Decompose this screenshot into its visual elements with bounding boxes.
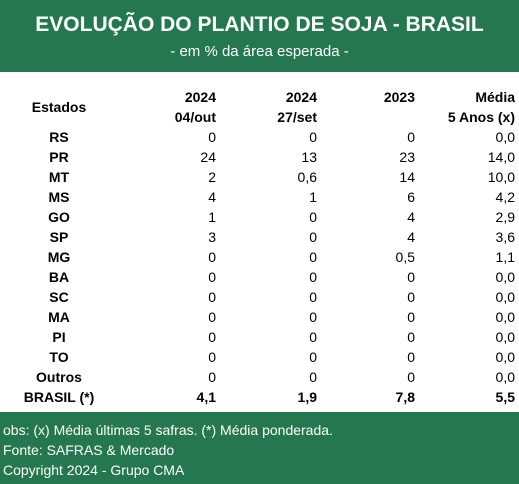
table-cell: 0,0 bbox=[495, 129, 515, 145]
table-cell: 10,0 bbox=[487, 169, 515, 185]
table-cell: 0,0 bbox=[495, 289, 515, 305]
table-cell: 0 bbox=[309, 289, 317, 305]
table-cell: 0 bbox=[208, 369, 216, 385]
table-cell: 0 bbox=[407, 289, 415, 305]
column-header-c2024_27set-line1: 2024 bbox=[285, 89, 317, 105]
table-cell: 0 bbox=[407, 129, 415, 145]
state-label: BA bbox=[48, 269, 70, 285]
state-label: SC bbox=[49, 289, 69, 305]
column-header-c2024_04out-line2: 04/out bbox=[174, 109, 216, 125]
table-cell: 24 bbox=[200, 149, 216, 165]
table-cell: 4 bbox=[407, 229, 415, 245]
column-header-media5-line2: 5 Anos (x) bbox=[447, 109, 515, 125]
state-label: GO bbox=[48, 209, 70, 225]
table-cell: 0,6 bbox=[297, 169, 317, 185]
state-label: PR bbox=[49, 149, 69, 165]
table-cell: 14,0 bbox=[487, 149, 515, 165]
footer-note-copyright: Copyright 2024 - Grupo CMA bbox=[3, 462, 185, 478]
table-cell: 6 bbox=[407, 189, 415, 205]
column-header-c2024_27set-line2: 27/set bbox=[277, 109, 317, 125]
total-cell: 5,5 bbox=[495, 389, 515, 405]
table-cell: 0,5 bbox=[395, 249, 415, 265]
table-cell: 14 bbox=[399, 169, 415, 185]
state-label: MA bbox=[48, 309, 70, 325]
table-cell: 0 bbox=[309, 349, 317, 365]
state-label: PI bbox=[52, 329, 66, 345]
table-cell: 0 bbox=[309, 369, 317, 385]
state-label: MS bbox=[48, 189, 70, 205]
table-cell: 23 bbox=[399, 149, 415, 165]
table-cell: 3 bbox=[208, 229, 216, 245]
table-title: EVOLUÇÃO DO PLANTIO DE SOJA - BRASIL bbox=[35, 13, 484, 36]
footer-note-source: Fonte: SAFRAS & Mercado bbox=[3, 442, 175, 458]
table-cell: 0 bbox=[407, 329, 415, 345]
table-cell: 2 bbox=[208, 169, 216, 185]
table-cell: 2,9 bbox=[495, 209, 515, 225]
footer-note-obs: obs: (x) Média últimas 5 safras. (*) Méd… bbox=[3, 422, 333, 438]
table-cell: 1 bbox=[208, 209, 216, 225]
table-cell: 0 bbox=[309, 229, 317, 245]
table-cell: 0 bbox=[309, 269, 317, 285]
table-cell: 13 bbox=[301, 149, 317, 165]
state-label: MG bbox=[47, 249, 71, 265]
table-cell: 0 bbox=[208, 269, 216, 285]
state-label: RS bbox=[49, 129, 69, 145]
table-cell: 4 bbox=[407, 209, 415, 225]
table-cell: 0,0 bbox=[495, 349, 515, 365]
table-cell: 0 bbox=[208, 309, 216, 325]
table-cell: 0 bbox=[407, 309, 415, 325]
total-cell: 1,9 bbox=[297, 389, 317, 405]
state-label: SP bbox=[49, 229, 69, 245]
table-cell: 0,0 bbox=[495, 369, 515, 385]
footer-banner: obs: (x) Média últimas 5 safras. (*) Méd… bbox=[0, 412, 519, 484]
table-cell: 1 bbox=[309, 189, 317, 205]
table-cell: 0,0 bbox=[495, 309, 515, 325]
table-cell: 0 bbox=[407, 349, 415, 365]
state-label: MT bbox=[48, 169, 70, 185]
table-cell: 0 bbox=[309, 209, 317, 225]
title-banner: EVOLUÇÃO DO PLANTIO DE SOJA - BRASIL - e… bbox=[0, 0, 519, 72]
table-cell: 0 bbox=[309, 249, 317, 265]
column-header-media5-line1: Média bbox=[475, 89, 515, 105]
table-subtitle: - em % da área esperada - bbox=[170, 43, 349, 60]
table-cell: 0 bbox=[407, 269, 415, 285]
table-cell: 0,0 bbox=[495, 329, 515, 345]
table-cell: 0 bbox=[309, 329, 317, 345]
table-cell: 3,6 bbox=[495, 229, 515, 245]
state-label: Outros bbox=[36, 369, 82, 385]
total-row-label: BRASIL (*) bbox=[23, 389, 95, 405]
total-cell: 7,8 bbox=[395, 389, 415, 405]
column-header-c2024_04out-line1: 2024 bbox=[184, 89, 216, 105]
table-cell: 0 bbox=[309, 129, 317, 145]
table-cell: 0 bbox=[208, 249, 216, 265]
table-cell: 0 bbox=[208, 349, 216, 365]
table-cell: 0 bbox=[309, 309, 317, 325]
table-cell: 0 bbox=[208, 129, 216, 145]
table-cell: 0 bbox=[208, 289, 216, 305]
table-cell: 0 bbox=[208, 329, 216, 345]
table-cell: 4,2 bbox=[495, 189, 515, 205]
table-cell: 1,1 bbox=[495, 249, 515, 265]
column-header-c2023-line1: 2023 bbox=[383, 89, 415, 105]
column-header-state: Estados bbox=[31, 99, 87, 115]
total-cell: 4,1 bbox=[196, 389, 216, 405]
table-cell: 0 bbox=[407, 369, 415, 385]
table-cell: 0,0 bbox=[495, 269, 515, 285]
state-label: TO bbox=[49, 349, 69, 365]
table-cell: 4 bbox=[208, 189, 216, 205]
